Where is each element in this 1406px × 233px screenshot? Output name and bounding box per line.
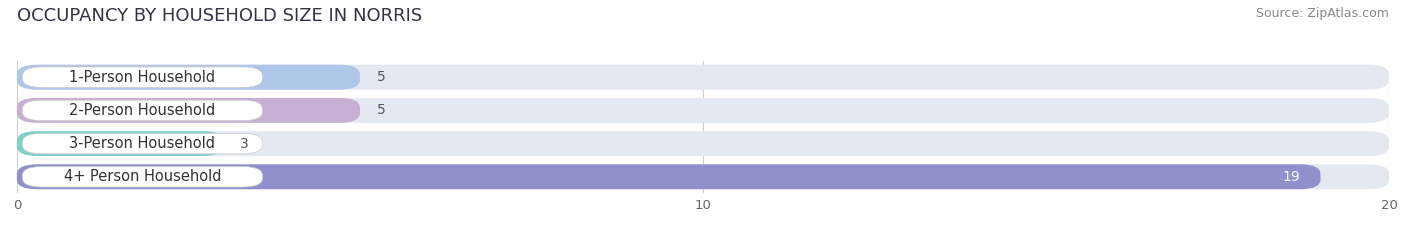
FancyBboxPatch shape bbox=[17, 164, 1320, 189]
Text: 4+ Person Household: 4+ Person Household bbox=[63, 169, 221, 184]
Text: 5: 5 bbox=[377, 103, 385, 117]
FancyBboxPatch shape bbox=[22, 133, 263, 154]
Text: Source: ZipAtlas.com: Source: ZipAtlas.com bbox=[1256, 7, 1389, 20]
FancyBboxPatch shape bbox=[22, 67, 263, 87]
Text: OCCUPANCY BY HOUSEHOLD SIZE IN NORRIS: OCCUPANCY BY HOUSEHOLD SIZE IN NORRIS bbox=[17, 7, 422, 25]
Text: 2-Person Household: 2-Person Household bbox=[69, 103, 215, 118]
FancyBboxPatch shape bbox=[17, 131, 1389, 156]
FancyBboxPatch shape bbox=[17, 98, 360, 123]
FancyBboxPatch shape bbox=[22, 100, 263, 121]
FancyBboxPatch shape bbox=[17, 65, 1389, 90]
FancyBboxPatch shape bbox=[17, 164, 1389, 189]
Text: 1-Person Household: 1-Person Household bbox=[69, 70, 215, 85]
FancyBboxPatch shape bbox=[17, 65, 360, 90]
Text: 19: 19 bbox=[1282, 170, 1301, 184]
Text: 3-Person Household: 3-Person Household bbox=[69, 136, 215, 151]
FancyBboxPatch shape bbox=[17, 131, 222, 156]
Text: 5: 5 bbox=[377, 70, 385, 84]
FancyBboxPatch shape bbox=[17, 98, 1389, 123]
FancyBboxPatch shape bbox=[22, 167, 263, 187]
Text: 3: 3 bbox=[240, 137, 249, 151]
